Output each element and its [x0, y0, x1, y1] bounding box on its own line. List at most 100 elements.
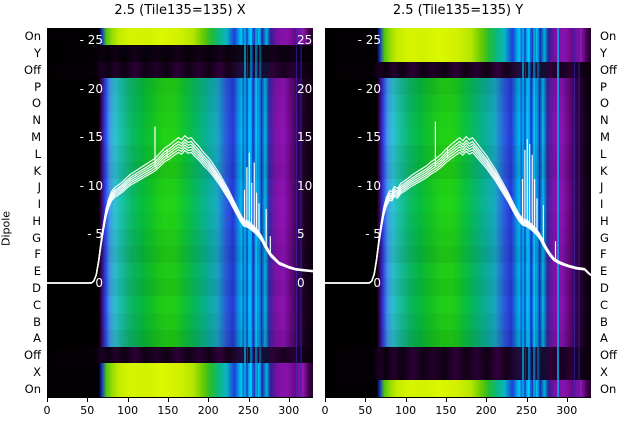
x-tick-mark: [405, 398, 407, 402]
heatmap-row: [47, 313, 313, 330]
row-label: On: [600, 29, 617, 44]
row-label: O: [600, 96, 610, 111]
heatmap-row: [325, 128, 591, 146]
rfi-streak: [573, 28, 575, 397]
rfi-streak: [247, 28, 248, 397]
row-label: X: [600, 364, 608, 379]
row-label: On: [24, 29, 41, 44]
row-label: O: [31, 96, 41, 111]
x-tick-label: 50: [80, 404, 95, 417]
heatmap-row: [325, 212, 591, 230]
rfi-streak: [261, 28, 263, 397]
row-label: Off: [600, 62, 617, 77]
heatmap-row: [325, 313, 591, 330]
heatmap-row: [47, 245, 313, 263]
row-label: Y: [33, 46, 41, 61]
heatmap-row: [325, 363, 591, 381]
heatmap-row: [47, 296, 313, 314]
row-label: H: [32, 213, 41, 228]
row-label: Off: [24, 62, 41, 77]
x-tick-label: 0: [43, 404, 51, 417]
heatmap-row: [325, 296, 591, 314]
row-label: On: [600, 381, 617, 396]
row-label: P: [600, 79, 607, 94]
row-label: E: [33, 264, 41, 279]
x-tick-mark: [208, 398, 210, 402]
heatmap-row: [47, 162, 313, 179]
x-tick-mark: [167, 398, 169, 402]
x-tick-label: 250: [238, 404, 259, 417]
heatmap-row: [47, 111, 313, 129]
heatmap-row: [47, 95, 313, 112]
rfi-streak: [557, 28, 560, 397]
row-label: F: [34, 247, 41, 262]
heatmap-row: [47, 128, 313, 146]
heatmap-row: [47, 363, 313, 381]
rfi-streak: [300, 28, 303, 397]
x-tick-label: 300: [278, 404, 300, 417]
row-label: L: [34, 146, 41, 161]
heatmap-rows: [47, 28, 313, 397]
x-tick-mark: [445, 398, 447, 402]
rfi-streak: [252, 28, 254, 397]
heatmap-row: [47, 145, 313, 163]
row-label: M: [31, 130, 41, 145]
row-label: E: [600, 264, 608, 279]
x-tick-label: 200: [197, 404, 219, 417]
heatmap-row: [325, 195, 591, 213]
heatmap-row: [47, 78, 313, 96]
heatmap-row: [325, 44, 591, 62]
row-label: D: [32, 280, 41, 295]
x-tick-label: 150: [157, 404, 179, 417]
heatmap-row: [325, 28, 591, 45]
row-label: J: [37, 180, 41, 195]
row-label: On: [24, 381, 41, 396]
x-tick-mark: [365, 398, 367, 402]
heatmap-row: [47, 212, 313, 230]
x-tick-label: 100: [395, 404, 417, 417]
row-label: Off: [600, 348, 617, 363]
row-label: F: [600, 247, 607, 262]
heatmap-row: [47, 279, 313, 297]
rfi-streak: [295, 28, 297, 397]
heatmap-row: [47, 28, 313, 45]
heatmap-row: [47, 61, 313, 79]
heatmap-row: [325, 162, 591, 179]
heatmap-row: [325, 229, 591, 246]
row-label: G: [600, 230, 609, 245]
x-tick-mark: [526, 398, 528, 402]
x-tick-mark: [47, 398, 48, 402]
row-label: H: [600, 213, 609, 228]
heatmap-row: [325, 346, 591, 364]
x-tick-label: 200: [475, 404, 497, 417]
heatmap-rows: [325, 28, 591, 397]
heatmap-row: [325, 61, 591, 79]
row-label: Y: [600, 46, 608, 61]
x-tick-mark: [325, 398, 326, 402]
x-tick-mark: [248, 398, 250, 402]
x-tick-label: 100: [117, 404, 139, 417]
x-tick-mark: [87, 398, 89, 402]
heatmap-row: [47, 195, 313, 213]
x-tick-mark: [486, 398, 488, 402]
rfi-streak: [525, 28, 526, 397]
heatmap-row: [325, 145, 591, 163]
x-tick-mark: [288, 398, 290, 402]
heatmap-row: [325, 245, 591, 263]
heatmap-row: [47, 44, 313, 62]
heatmap-row: [325, 178, 591, 196]
row-label: G: [32, 230, 41, 245]
row-label: N: [600, 113, 609, 128]
row-label: B: [600, 314, 608, 329]
row-label: Off: [24, 348, 41, 363]
heatmap-row: [47, 380, 313, 397]
rfi-streak: [578, 28, 581, 397]
rfi-streak: [534, 28, 536, 397]
heatmap-row: [325, 380, 591, 397]
row-label: L: [600, 146, 607, 161]
x-tick-label: 300: [556, 404, 578, 417]
heatmap-row: [325, 95, 591, 112]
